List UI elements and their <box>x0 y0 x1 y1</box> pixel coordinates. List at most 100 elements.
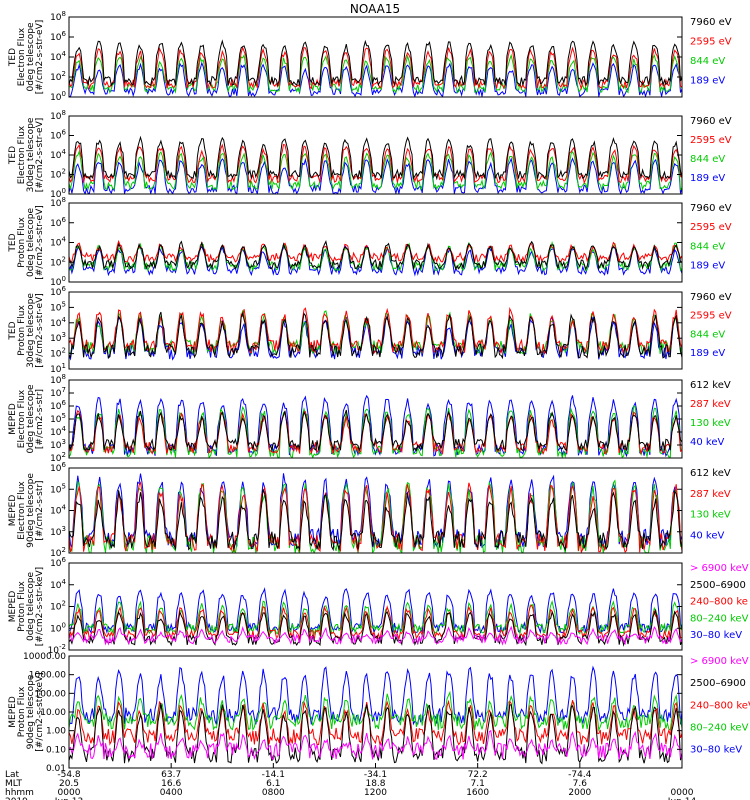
y-axis-label: MEPED <box>8 591 18 623</box>
legend-entry: 2500–6900 <box>690 580 746 591</box>
legend-entry: 287 keV <box>690 399 731 410</box>
legend-entry: 2595 eV <box>690 222 732 233</box>
y-axis-label: Proton Flux <box>17 305 27 356</box>
x-tick-label: 20.5 <box>59 779 79 789</box>
y-axis-label: Electron Flux <box>17 481 27 540</box>
y-tick-label: 108 <box>50 10 66 23</box>
y-tick-label: 10000.00 <box>23 652 66 662</box>
legend-entry: 844 eV <box>690 154 725 165</box>
series-2-line <box>69 306 682 355</box>
y-axis-label: 30deg telescope <box>26 117 36 192</box>
legend-entry: 40 keV <box>690 530 724 541</box>
y-tick-label: 104 <box>50 236 66 249</box>
y-axis-label: 0deg telescope <box>26 572 36 642</box>
y-tick-label: 103 <box>50 438 66 451</box>
x-tick-label: 16.6 <box>161 779 181 789</box>
y-axis-label: TED <box>8 146 18 165</box>
y-tick-label: 0.01 <box>46 764 66 774</box>
y-axis-label: [#/cm2-s-str-eV] <box>35 118 45 193</box>
y-tick-label: 106 <box>50 129 66 142</box>
x-axis-row-label: MLT <box>5 779 23 789</box>
series-1-line <box>69 311 682 360</box>
legend-entry: 612 keV <box>690 380 731 391</box>
legend-entry: 287 keV <box>690 489 731 500</box>
y-tick-label: 108 <box>50 109 66 122</box>
y-tick-label: 104 <box>50 578 66 591</box>
panel-frame <box>68 291 683 370</box>
x-tick-label: 72.2 <box>468 770 488 780</box>
panel-frame <box>68 379 683 459</box>
y-axis-label: [#/cm2-s-str-eV] <box>35 20 45 95</box>
y-tick-label: 100 <box>50 621 66 634</box>
y-tick-label: 106 <box>50 399 66 412</box>
legend-entry: > 6900 keV <box>690 656 749 667</box>
y-tick-label: 0.10 <box>46 745 66 755</box>
x-tick-label: 6.1 <box>266 779 280 789</box>
panel-frame <box>68 202 683 283</box>
y-axis-label: Electron Flux <box>17 125 27 184</box>
y-axis-label: Electron Flux <box>17 389 27 448</box>
panel-1: 100 102 104 106 108 TED Electron Flux 0deg tele… <box>8 10 732 103</box>
series-4-line <box>69 600 682 636</box>
y-tick-label: 105 <box>50 300 66 313</box>
x-tick-label: 0000 <box>58 788 81 798</box>
legend-entry: 844 eV <box>690 241 725 252</box>
y-tick-label: 104 <box>50 148 66 161</box>
x-axis-row-label: Lat <box>5 770 20 780</box>
x-tick-label: -34.1 <box>364 770 387 780</box>
series-1-line <box>69 240 682 271</box>
y-axis-label: [#/cm2-s-str-keV] <box>35 567 45 646</box>
x-tick-label: -14.1 <box>262 770 285 780</box>
legend-entry: 30–80 keV <box>690 630 742 641</box>
y-axis-label: TED <box>8 321 18 340</box>
y-axis-label: Proton Flux <box>17 581 27 632</box>
y-axis-label: 0deg telescope <box>26 208 36 278</box>
y-axis-label: 0deg telescope <box>26 22 36 92</box>
x-tick-label: 7.6 <box>573 779 588 789</box>
legend-entry: 189 eV <box>690 348 725 359</box>
series-3-line <box>69 240 682 273</box>
panel-frame <box>68 16 683 98</box>
legend-entry: 7960 eV <box>690 203 732 214</box>
plot-title: NOAA15 <box>350 2 400 16</box>
y-tick-label: 102 <box>50 600 66 613</box>
legend-entry: 7960 eV <box>690 116 732 127</box>
series-3-line <box>69 699 682 747</box>
y-axis-label: Electron Flux <box>17 27 27 86</box>
legend-entry: 189 eV <box>690 75 725 86</box>
legend-entry: > 6900 keV <box>690 563 749 574</box>
x-tick-label: -74.4 <box>568 770 592 780</box>
legend-entry: 30–80 keV <box>690 745 742 756</box>
x-tick-label: 1200 <box>364 788 387 798</box>
y-tick-label: 106 <box>50 30 66 43</box>
legend-entry: 612 keV <box>690 468 731 479</box>
y-axis-label: MEPED <box>8 696 18 728</box>
legend-entry: 7960 eV <box>690 292 732 303</box>
series-1-line <box>69 135 682 181</box>
y-tick-label: 104 <box>50 50 66 63</box>
y-axis-label: Proton Flux <box>17 217 27 268</box>
y-tick-label: 100 <box>50 90 66 103</box>
y-axis-label: [#/cm2-s-str-eV] <box>35 205 45 280</box>
legend-entry: 844 eV <box>690 56 725 67</box>
x-axis-row-label: hhmm <box>5 788 34 798</box>
legend-entry: 40 keV <box>690 437 724 448</box>
y-axis-label: TED <box>8 233 18 252</box>
y-tick-label: 1000.00 <box>29 671 66 681</box>
series-4-line <box>69 157 682 194</box>
series-1-line <box>69 625 682 646</box>
x-tick-label: 1600 <box>466 788 489 798</box>
y-tick-label: 103 <box>50 525 66 538</box>
series-2-line <box>69 143 682 185</box>
y-tick-label: 100.00 <box>35 689 67 699</box>
legend-entry: 80–240 keV <box>690 722 749 733</box>
y-axis-label: MEPED <box>8 403 18 435</box>
y-tick-label: 104 <box>50 316 66 329</box>
x-tick-label: 7.1 <box>471 779 485 789</box>
series-2-line <box>69 409 682 456</box>
legend-entry: 130 keV <box>690 510 731 521</box>
y-tick-label: 1.00 <box>46 727 66 737</box>
